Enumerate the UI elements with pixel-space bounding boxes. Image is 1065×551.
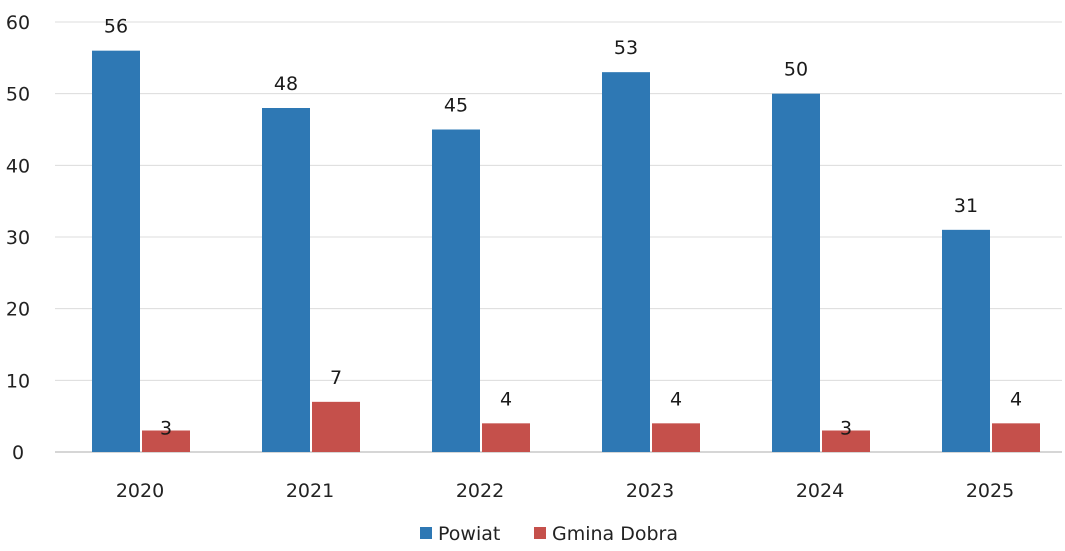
x-tick-label: 2021 — [286, 480, 334, 502]
y-tick-label: 0 — [12, 442, 24, 464]
data-label: 3 — [160, 418, 172, 440]
bar-powiat — [432, 129, 480, 452]
y-tick-label: 50 — [6, 84, 30, 106]
bar-powiat — [602, 72, 650, 453]
data-label: 45 — [444, 95, 468, 117]
bar-powiat — [92, 50, 140, 453]
data-label: 31 — [954, 195, 978, 217]
bar-powiat — [942, 229, 990, 452]
bar-gmina-dobra — [652, 423, 700, 452]
x-tick-label: 2022 — [456, 480, 504, 502]
data-label: 3 — [840, 418, 852, 440]
x-tick-label: 2025 — [966, 480, 1014, 502]
data-label: 4 — [1010, 388, 1022, 410]
bar-powiat — [772, 93, 820, 453]
x-axis-ticks: 2020 2021 2022 2023 2024 2025 — [116, 480, 1014, 502]
legend-label: Gmina Dobra — [552, 523, 678, 545]
data-label: 48 — [274, 73, 298, 95]
bar-gmina-dobra — [992, 423, 1040, 452]
bar-gmina-dobra — [822, 430, 870, 452]
data-label: 4 — [670, 388, 682, 410]
bar-gmina-dobra — [142, 430, 190, 452]
data-label: 56 — [104, 16, 128, 38]
bar-gmina-dobra — [482, 423, 530, 452]
data-labels: 56 48 45 53 50 31 3 7 4 4 3 4 — [104, 16, 1022, 440]
y-tick-label: 10 — [6, 370, 30, 392]
gridlines — [55, 21, 1062, 453]
data-label: 7 — [330, 367, 342, 389]
y-tick-label: 60 — [6, 12, 30, 34]
legend: Powiat Gmina Dobra — [420, 523, 678, 545]
bars — [92, 50, 1040, 453]
data-label: 4 — [500, 388, 512, 410]
y-axis-ticks: 0 10 20 30 40 50 60 — [6, 12, 30, 464]
x-tick-label: 2020 — [116, 480, 164, 502]
x-tick-label: 2024 — [796, 480, 844, 502]
y-tick-label: 20 — [6, 299, 30, 321]
y-tick-label: 40 — [6, 155, 30, 177]
y-tick-label: 30 — [6, 227, 30, 249]
x-tick-label: 2023 — [626, 480, 674, 502]
legend-swatch — [534, 527, 546, 539]
bar-powiat — [262, 108, 310, 452]
legend-swatch — [420, 527, 432, 539]
data-label: 53 — [614, 37, 638, 59]
data-label: 50 — [784, 59, 808, 81]
bar-gmina-dobra — [312, 401, 360, 452]
legend-label: Powiat — [438, 523, 500, 545]
